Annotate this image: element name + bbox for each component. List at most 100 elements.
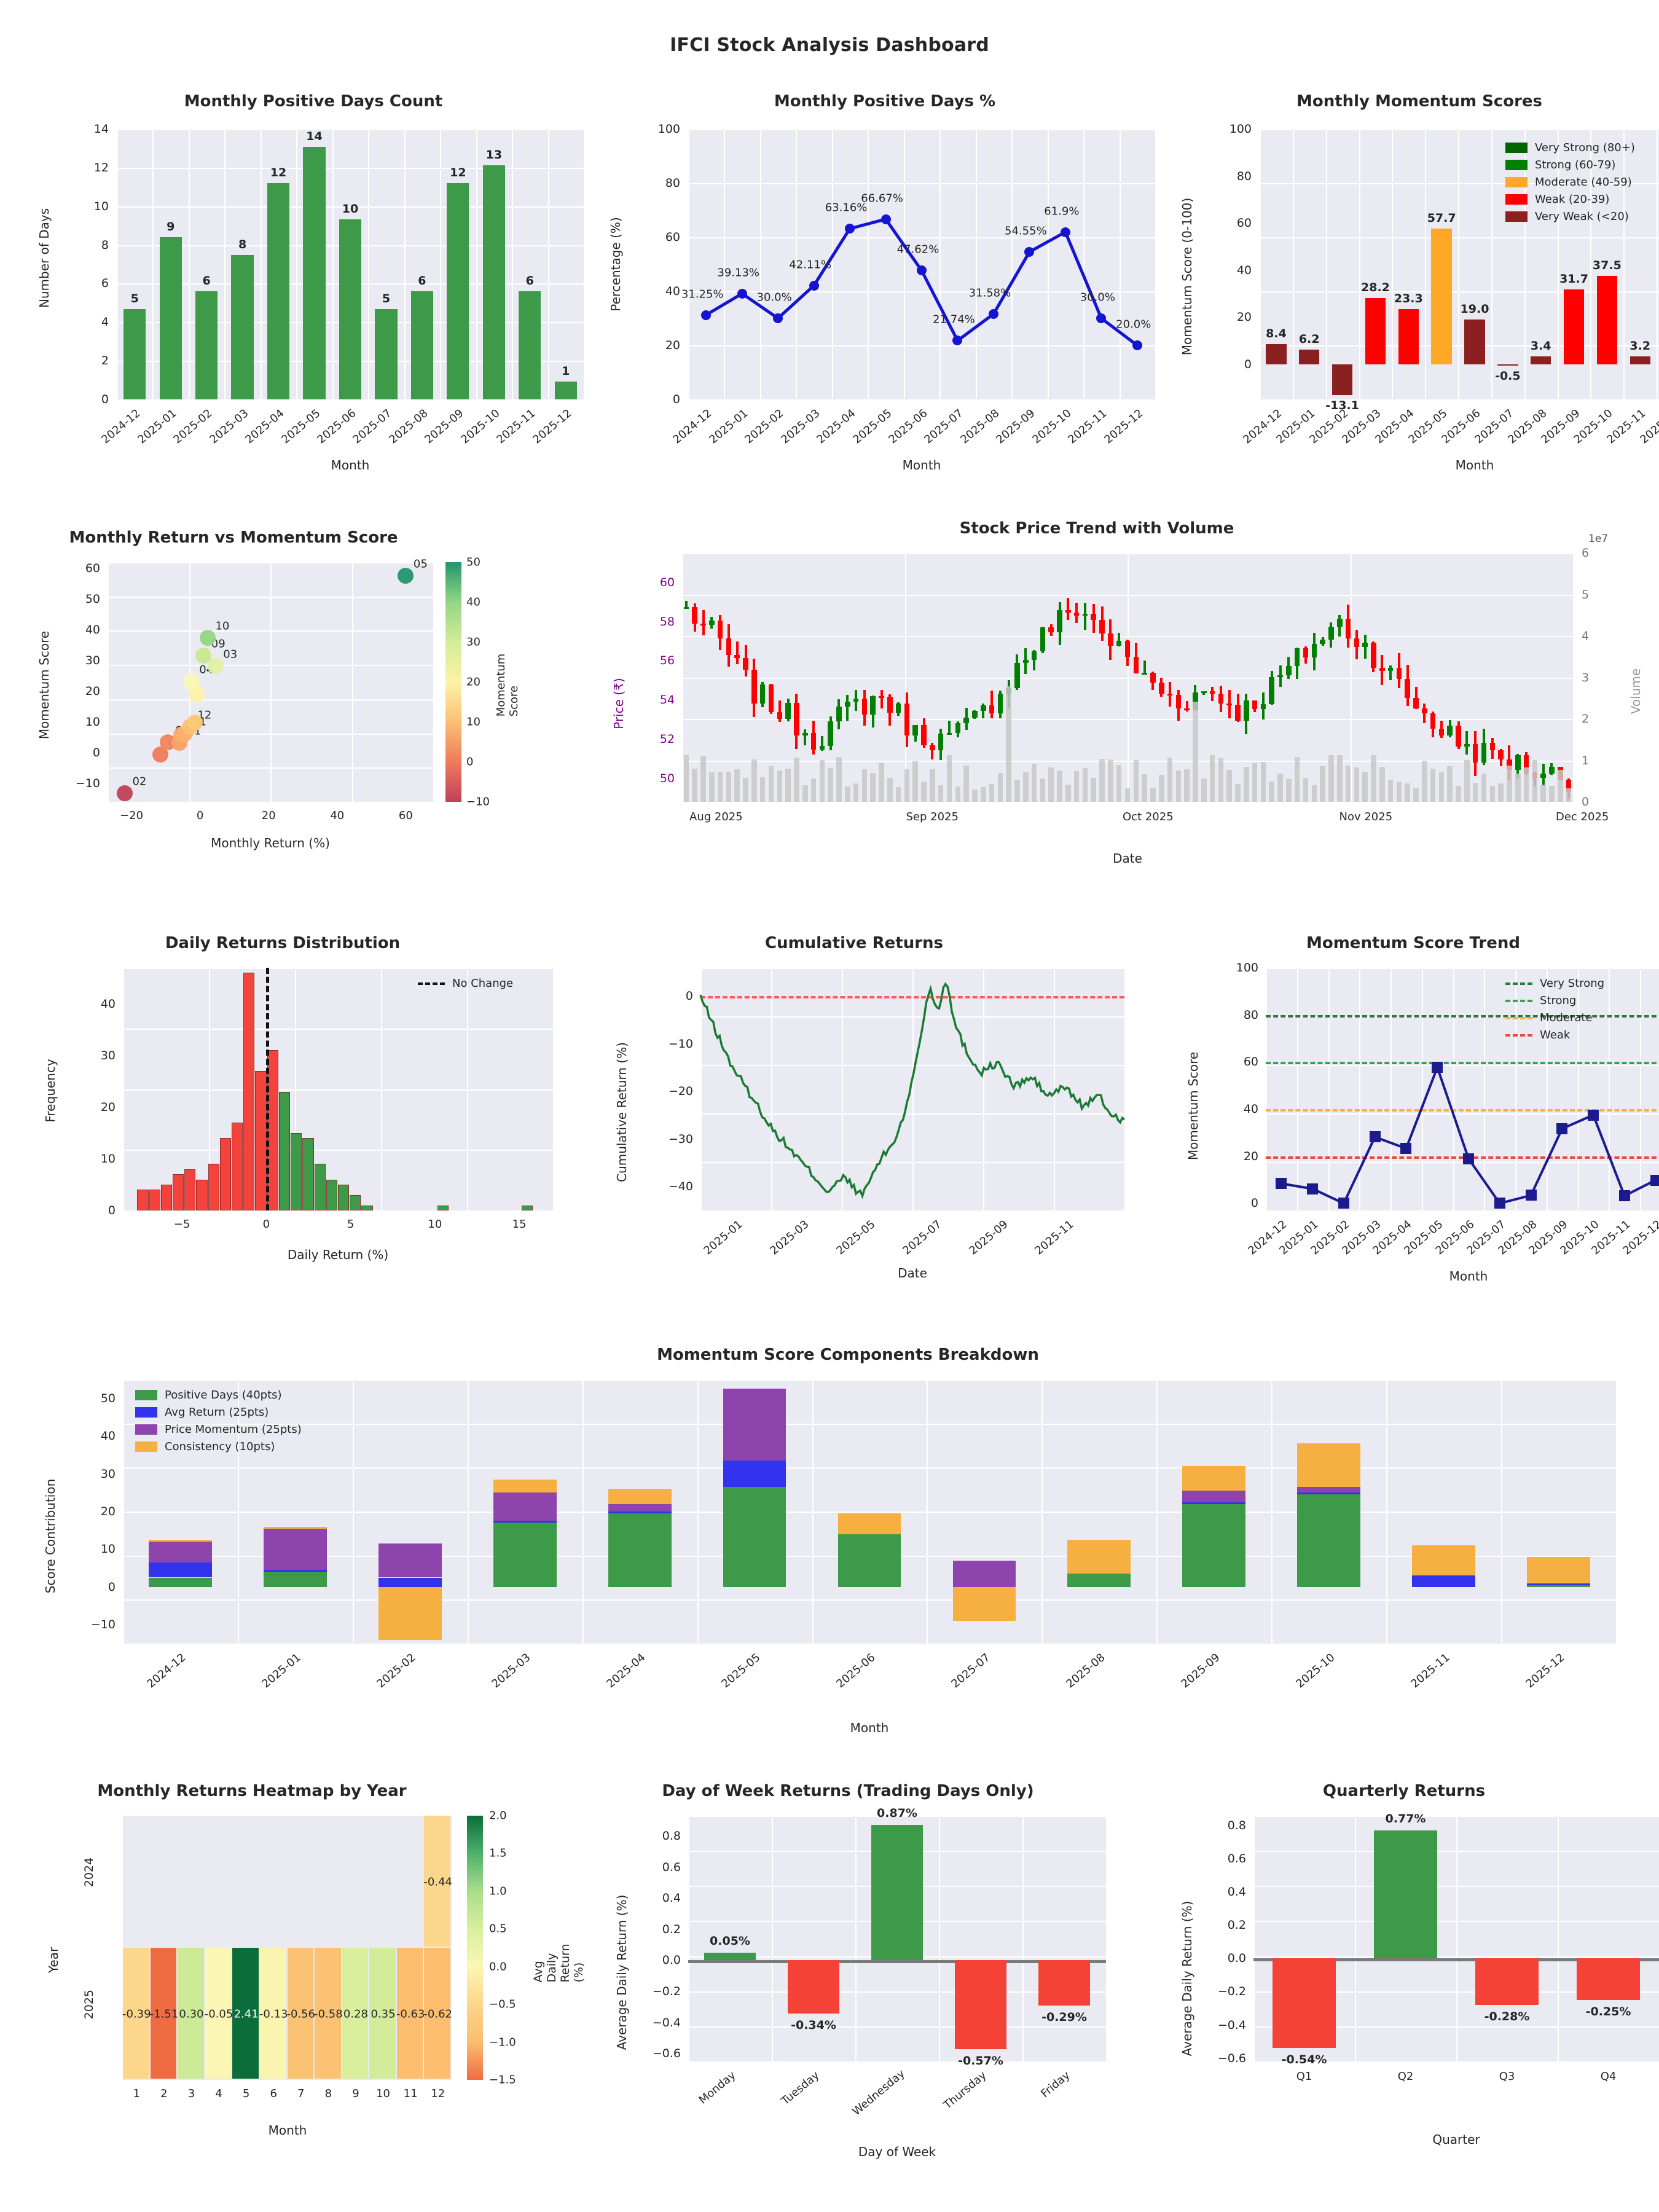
candle-body	[1311, 644, 1317, 658]
stacked-segment	[263, 1528, 327, 1571]
gridline-h	[1266, 1113, 1659, 1115]
y-tick-label: 20	[1243, 1149, 1258, 1163]
legend-swatch-icon	[1505, 143, 1528, 153]
heatmap-cell	[205, 1948, 232, 2079]
gridline-v	[1557, 129, 1559, 399]
candle-body	[1073, 612, 1080, 616]
histogram-bar	[437, 1205, 449, 1210]
x-tick-label: 1	[133, 2087, 141, 2100]
heatmap-cell	[287, 1948, 314, 2079]
plot-area	[699, 968, 1126, 1212]
y-tick-label: 40	[1236, 263, 1252, 277]
candle-wick	[1423, 703, 1426, 724]
colorbar-tick-label: 1.5	[489, 1846, 507, 1860]
volume-bar	[930, 769, 935, 802]
data-point	[1618, 1190, 1630, 1202]
bar-value-label: 9	[167, 220, 175, 233]
bar	[519, 291, 541, 399]
gridline-v	[1124, 968, 1126, 1210]
stacked-segment	[1297, 1443, 1361, 1488]
gridline-v	[1253, 1816, 1255, 2061]
heatmap-cell	[424, 1816, 450, 1947]
x-tick-label: 2024-12	[144, 1651, 189, 1691]
stacked-segment	[378, 1577, 442, 1587]
gridline-h	[688, 2026, 1106, 2028]
bar	[159, 237, 182, 399]
y-tick-label: 60	[85, 562, 100, 575]
candle-wick	[1389, 665, 1392, 681]
y-tick-label-price: 56	[659, 654, 675, 668]
bar	[871, 1825, 924, 1961]
legend-row: Avg Return (25pts)	[135, 1406, 302, 1419]
gridline-v	[1491, 129, 1492, 399]
candle-body	[683, 607, 689, 610]
legend-swatch-icon	[1505, 211, 1528, 222]
bar-value-label: -0.34%	[791, 2018, 836, 2032]
x-tick-label: Wednesday	[850, 2067, 908, 2119]
colorbar-tick-label: −1.0	[489, 2036, 516, 2049]
x-tick-label: Aug 2025	[689, 810, 743, 823]
candle-wick	[846, 694, 849, 721]
candle-wick	[735, 641, 739, 664]
colorbar-tick-label: −1.5	[489, 2073, 516, 2087]
data-point	[1307, 1183, 1319, 1194]
candle-body	[1014, 663, 1020, 688]
gridline-v	[759, 129, 761, 399]
bar	[1531, 356, 1551, 364]
y-tick-label: −0.4	[1217, 2018, 1246, 2032]
gridline-h	[117, 129, 584, 130]
legend-label: Strong	[1540, 994, 1577, 1007]
candle-body	[989, 705, 995, 714]
gridline-v	[688, 1816, 689, 2061]
x-axis-label: Month	[331, 458, 370, 473]
momentum-trend-legend: Very Strong Strong Moderate Weak	[1505, 977, 1604, 1046]
volume-bar	[1311, 785, 1317, 802]
candle-body	[1150, 673, 1156, 683]
histogram-bar	[184, 1169, 196, 1210]
legend-row: Weak	[1505, 1029, 1604, 1041]
volume-bar	[1006, 686, 1011, 802]
x-axis-label: Date	[1113, 851, 1142, 866]
legend-label: No Change	[452, 977, 514, 990]
legend-row: Weak (20-39)	[1505, 193, 1635, 206]
gridline-v	[295, 968, 296, 1210]
gridline-v	[812, 1379, 814, 1644]
volume-bar	[1244, 767, 1249, 802]
gridline-v	[404, 129, 406, 399]
candle-body	[1405, 678, 1410, 699]
y-tick-label: 20	[100, 1100, 116, 1114]
volume-bar	[1260, 762, 1266, 802]
volume-bar	[853, 783, 859, 802]
y-tick-label-price: 60	[659, 575, 675, 589]
histogram-bar	[172, 1174, 184, 1210]
candle-body	[734, 654, 740, 659]
volume-bar	[1456, 785, 1461, 802]
y-tick-label: 0	[1250, 1196, 1258, 1210]
volume-bar	[1371, 755, 1376, 802]
gridline-v	[1577, 968, 1579, 1210]
legend-label: Weak (20-39)	[1535, 193, 1610, 206]
histogram-bar	[314, 1164, 326, 1210]
heatmap-value: -0.63	[396, 2007, 425, 2020]
gridline-v	[903, 129, 905, 399]
candle-body	[1472, 743, 1478, 763]
bar-value-label: 8.4	[1266, 327, 1287, 341]
colorbar-tick-label: 30	[466, 635, 480, 649]
stacked-segment	[952, 1586, 1016, 1622]
y-tick-label: 60	[665, 230, 680, 244]
volume-bar	[1489, 786, 1496, 802]
plot-area: 0.05% -0.34% 0.87% -0.57% -0.29%	[688, 1806, 1107, 2068]
data-point	[1650, 1174, 1659, 1186]
candle-body	[1481, 742, 1487, 763]
cumulative-line	[699, 982, 1126, 1199]
candle-body	[1082, 614, 1088, 616]
point-value-label: 31.25%	[681, 288, 724, 300]
bar-value-label: -0.29%	[1041, 2010, 1087, 2024]
candle-body	[700, 623, 706, 626]
volume-bar	[1286, 779, 1292, 802]
heatmap-cell	[232, 1948, 259, 2079]
candle-body	[938, 733, 944, 751]
y-tick-label: 40	[85, 623, 100, 637]
legend-swatch-icon	[135, 1407, 157, 1418]
volume-bar	[1294, 756, 1300, 802]
